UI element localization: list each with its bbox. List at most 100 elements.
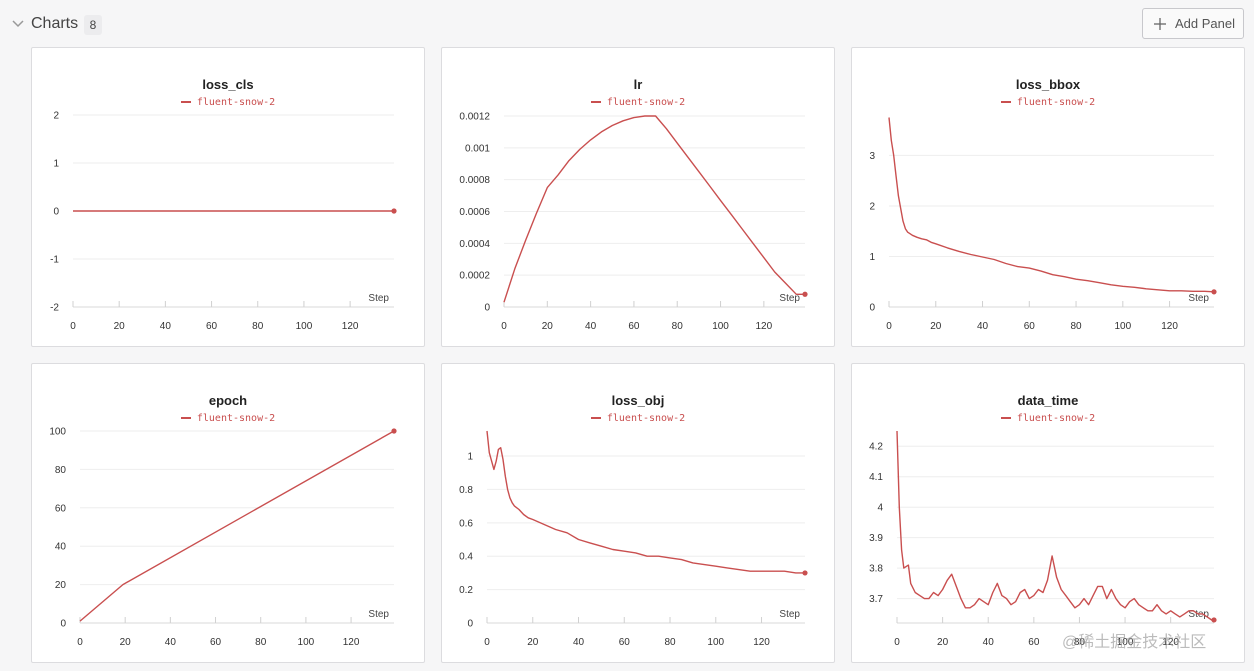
y-tick-label: 0.4 <box>459 552 473 563</box>
x-tick-label: 80 <box>1074 637 1086 648</box>
y-tick-label: 1 <box>869 252 875 263</box>
x-tick-label: 100 <box>712 321 729 332</box>
series-line-fluent-snow-2[interactable] <box>79 430 395 622</box>
x-tick-label: 100 <box>296 321 313 332</box>
chart-panel-lr[interactable]: 0 0.0002 0.0004 0.0006 0.0008 0.001 0.0012 0 20 4… <box>441 47 835 347</box>
x-tick-label: 0 <box>70 321 76 332</box>
chart-panel-epoch[interactable]: 0 20 40 60 80 100 0 20 40 60 80 100 120 Step epoch flue… <box>31 363 425 663</box>
last-point-marker[interactable] <box>391 208 397 214</box>
chart-svg: 0 1 2 3 0 20 40 60 80 100 120 Step <box>869 117 1217 332</box>
x-tick-label: 0 <box>886 321 892 332</box>
chart-title: loss_bbox <box>1015 77 1081 92</box>
y-tick-label: 0.6 <box>459 518 473 529</box>
x-axis-label: Step <box>368 293 389 304</box>
x-tick-label: 120 <box>756 321 773 332</box>
series-line-fluent-snow-2[interactable] <box>503 115 805 303</box>
x-tick-label: 40 <box>983 637 995 648</box>
chart-legend[interactable]: fluent-snow-2 <box>442 97 834 108</box>
last-point-marker[interactable] <box>802 570 808 576</box>
last-point-marker[interactable] <box>391 428 397 434</box>
x-tick-label: 80 <box>252 321 264 332</box>
chart-title: loss_cls <box>202 77 254 92</box>
plus-icon <box>1154 18 1166 30</box>
y-tick-label: 60 <box>55 503 67 514</box>
y-tick-label: 0.0004 <box>459 239 490 250</box>
x-axis-label: Step <box>1188 293 1209 304</box>
x-tick-label: 100 <box>1114 321 1131 332</box>
x-tick-label: 120 <box>1161 321 1178 332</box>
x-tick-label: 80 <box>664 637 676 648</box>
y-tick-label: 2 <box>869 201 875 212</box>
x-tick-label: 60 <box>210 637 222 648</box>
chevron-down-icon[interactable] <box>11 19 25 29</box>
x-tick-label: 40 <box>573 637 585 648</box>
chart-title: epoch <box>208 393 248 408</box>
chart-legend[interactable]: fluent-snow-2 <box>32 97 424 108</box>
y-tick-label: -2 <box>50 303 59 314</box>
legend-swatch <box>1000 417 1011 419</box>
y-tick-label: 2 <box>53 111 59 122</box>
x-tick-label: 20 <box>930 321 942 332</box>
legend-swatch <box>180 101 191 103</box>
x-tick-label: 0 <box>484 637 490 648</box>
series-line-fluent-snow-2[interactable] <box>896 430 1214 621</box>
x-axis-label: Step <box>779 293 800 304</box>
section-title[interactable]: Charts <box>31 15 79 32</box>
chart-legend[interactable]: fluent-snow-2 <box>852 97 1244 108</box>
legend-swatch <box>590 417 601 419</box>
chart-legend[interactable]: fluent-snow-2 <box>32 413 424 424</box>
y-tick-label: 3.7 <box>869 594 883 605</box>
legend-swatch <box>180 417 191 419</box>
series-line-fluent-snow-2[interactable] <box>486 430 805 574</box>
y-tick-label: 0.001 <box>465 143 490 154</box>
x-tick-label: 100 <box>1117 637 1134 648</box>
x-tick-label: 60 <box>206 321 218 332</box>
add-panel-button[interactable]: Add Panel <box>1142 8 1244 39</box>
x-tick-label: 120 <box>342 321 359 332</box>
y-tick-label: 0.0006 <box>459 207 490 218</box>
legend-label: fluent-snow-2 <box>196 97 276 108</box>
y-tick-label: 0.0002 <box>459 271 490 282</box>
x-tick-label: 40 <box>165 637 177 648</box>
y-tick-label: 80 <box>55 465 67 476</box>
y-tick-label: 0 <box>53 207 59 218</box>
x-tick-label: 100 <box>298 637 315 648</box>
x-tick-label: 60 <box>619 637 631 648</box>
chart-panel-loss-cls[interactable]: -2 -1 0 1 2 0 20 40 60 80 100 120 Step loss_cls fluent… <box>31 47 425 347</box>
legend-label: fluent-snow-2 <box>606 413 686 424</box>
x-tick-label: 120 <box>753 637 770 648</box>
series-line-fluent-snow-2[interactable] <box>888 117 1215 293</box>
chart-title: lr <box>633 77 643 92</box>
legend-swatch <box>590 101 601 103</box>
last-point-marker[interactable] <box>802 291 808 297</box>
add-panel-label: Add Panel <box>1175 16 1235 31</box>
y-tick-label: 100 <box>49 427 66 438</box>
watermark: @稀土掘金技术社区 <box>1062 634 1207 651</box>
charts-section-header: Charts 8 Add Panel <box>0 0 1254 48</box>
last-point-marker[interactable] <box>1211 617 1217 623</box>
chart-panel-data-time[interactable]: 3.7 3.8 3.9 4 4.1 4.2 0 20 40 60 80 100 120 Step data_… <box>851 363 1245 663</box>
last-point-marker[interactable] <box>1211 289 1217 295</box>
y-tick-label: 0.0012 <box>459 112 490 123</box>
chart-panel-loss-obj[interactable]: 0 0.2 0.4 0.6 0.8 1 0 20 40 60 80 100 120 Step loss_ob… <box>441 363 835 663</box>
x-axis-label: Step <box>368 609 389 620</box>
y-tick-label: 3 <box>869 151 875 162</box>
chart-title: data_time <box>1017 393 1079 408</box>
chart-svg: 0 0.2 0.4 0.6 0.8 1 0 20 40 60 80 100 120 Step <box>459 430 808 648</box>
x-tick-label: 20 <box>120 637 132 648</box>
x-tick-label: 60 <box>628 321 640 332</box>
x-tick-label: 80 <box>255 637 267 648</box>
x-tick-label: 120 <box>1162 637 1179 648</box>
panel-count-badge: 8 <box>84 15 102 35</box>
x-tick-label: 60 <box>1024 321 1036 332</box>
legend-label: fluent-snow-2 <box>1016 413 1096 424</box>
chart-svg: 0 0.0002 0.0004 0.0006 0.0008 0.001 0.0012 0 20 4… <box>459 112 808 332</box>
chart-legend[interactable]: fluent-snow-2 <box>852 413 1244 424</box>
y-tick-label: 0.2 <box>459 585 473 596</box>
x-tick-label: 80 <box>672 321 684 332</box>
y-tick-label: 4.2 <box>869 442 883 453</box>
chart-panel-loss-bbox[interactable]: 0 1 2 3 0 20 40 60 80 100 120 Step loss_bbox fluent-s… <box>851 47 1245 347</box>
chart-legend[interactable]: fluent-snow-2 <box>442 413 834 424</box>
